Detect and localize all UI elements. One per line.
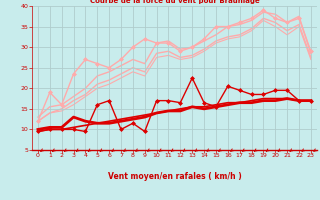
X-axis label: Vent moyen/en rafales ( km/h ): Vent moyen/en rafales ( km/h ) (108, 172, 241, 181)
Title: Courbe de la force du vent pour Braunlage: Courbe de la force du vent pour Braunlag… (90, 0, 259, 4)
